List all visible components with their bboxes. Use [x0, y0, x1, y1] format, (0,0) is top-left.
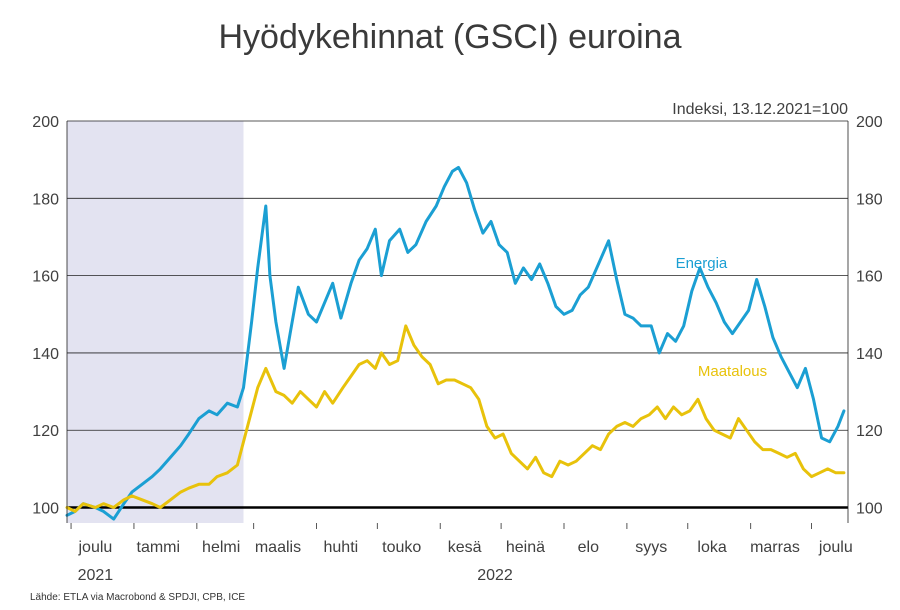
- x-tick-label: loka: [697, 539, 726, 556]
- x-tick-label: joulu: [77, 539, 112, 556]
- series-label-energia: Energia: [676, 255, 728, 272]
- x-tick-label: maalis: [255, 539, 301, 556]
- series-line-maatalous: [65, 324, 846, 513]
- shaded-period-layer: [67, 121, 244, 523]
- x-tick-label: tammi: [137, 539, 181, 556]
- axis-layer: 100 100 120 120 140 140 160 160 180 180 200 200 joul…: [32, 114, 883, 584]
- y-tick-label-right: 120: [856, 423, 883, 440]
- shaded-period: [67, 121, 244, 523]
- gridlines-layer: [67, 120, 848, 509]
- y-tick-label-left: 160: [32, 269, 59, 286]
- y-tick-label-left: 140: [32, 346, 59, 363]
- y-tick-label-right: 160: [856, 269, 883, 286]
- y-tick-label-right: 100: [856, 501, 883, 518]
- series-label-maatalous: Maatalous: [698, 363, 767, 380]
- y-tick-label-left: 100: [32, 501, 59, 518]
- x-tick-label: touko: [382, 539, 421, 556]
- x-tick-label: heinä: [506, 539, 545, 556]
- y-tick-label-right: 200: [856, 114, 883, 131]
- x-tick-label: huhti: [324, 539, 359, 556]
- unit-note: Indeksi, 13.12.2021=100: [672, 101, 848, 118]
- series-layer: [65, 165, 846, 521]
- y-tick-label-left: 200: [32, 114, 59, 131]
- x-tick-label: joulu: [818, 539, 853, 556]
- x-year-label: 2021: [78, 567, 114, 584]
- x-tick-label: elo: [578, 539, 599, 556]
- y-tick-label-right: 140: [856, 346, 883, 363]
- y-tick-label-right: 180: [856, 191, 883, 208]
- x-year-label: 2022: [477, 567, 513, 584]
- x-tick-label: helmi: [202, 539, 240, 556]
- x-tick-label: syys: [635, 539, 667, 556]
- x-tick-label: marras: [750, 539, 800, 556]
- x-tick-label: kesä: [448, 539, 482, 556]
- chart-title: Hyödykehinnat (GSCI) euroina: [218, 18, 682, 56]
- y-tick-label-left: 180: [32, 191, 59, 208]
- label-layer: Energia Maatalous: [676, 255, 768, 380]
- series-line-energia: [65, 165, 846, 521]
- y-tick-label-left: 120: [32, 423, 59, 440]
- source-note: Lähde: ETLA via Macrobond & SPDJI, CPB, …: [30, 592, 246, 603]
